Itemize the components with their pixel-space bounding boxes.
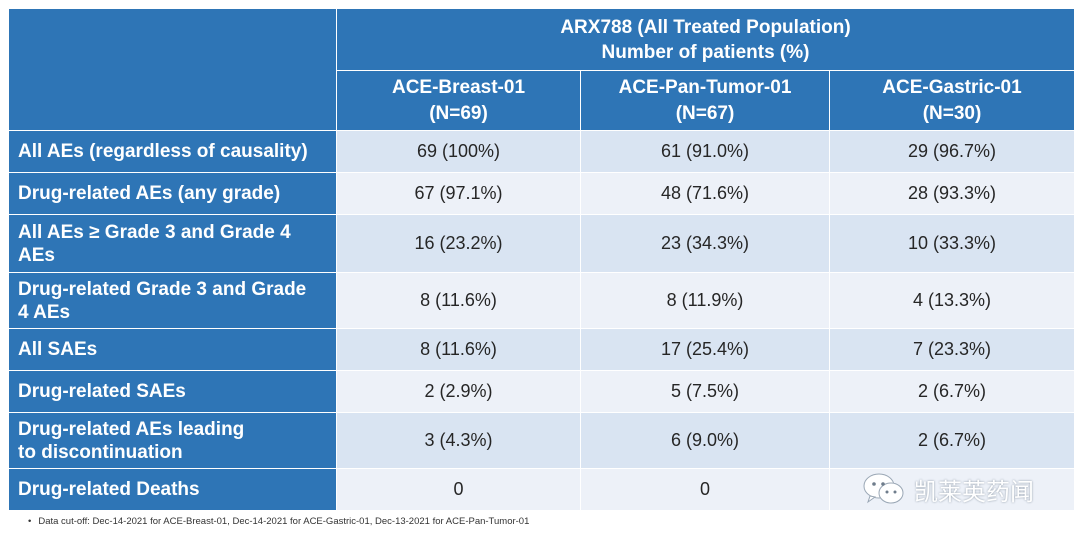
value-cell: 0 <box>336 468 581 511</box>
table-row: Drug-related Grade 3 and Grade 4 AEs 8 (… <box>8 272 1075 329</box>
row-label: All AEs (regardless of causality) <box>8 130 337 173</box>
column-header-breast: ACE-Breast-01 (N=69) <box>336 70 581 131</box>
row-label-line: Drug-related Deaths <box>18 479 200 500</box>
footnote: • Data cut-off: Dec-14-2021 for ACE-Breas… <box>28 516 529 527</box>
value-cell: 29 (96.7%) <box>829 130 1075 173</box>
watermark-text: 凯莱英药闻 <box>914 477 1034 506</box>
column-header-name: ACE-Gastric-01 <box>882 76 1022 98</box>
row-label: Drug-related AEs leading to discontinuat… <box>8 412 337 469</box>
value-cell: 7 (23.3%) <box>829 328 1075 371</box>
value-cell: 61 (91.0%) <box>580 130 830 173</box>
table-row: Drug-related AEs (any grade) 67 (97.1%) … <box>8 172 1075 215</box>
row-label-line: to discontinuation <box>18 441 183 463</box>
value-cell: 8 (11.6%) <box>336 328 581 371</box>
row-label-line: 4 AEs <box>18 301 71 323</box>
corner-cell <box>8 8 337 131</box>
value-cell: 69 (100%) <box>336 130 581 173</box>
row-label-line: Drug-related AEs (any grade) <box>18 183 281 204</box>
value-cell: 16 (23.2%) <box>336 214 581 273</box>
row-label: Drug-related Deaths <box>8 468 337 511</box>
row-label-line: All AEs (regardless of causality) <box>18 141 308 162</box>
value-cell: 48 (71.6%) <box>580 172 830 215</box>
group-header-subtitle: Number of patients (%) <box>601 41 810 63</box>
row-label: All SAEs <box>8 328 337 371</box>
value-cell: 28 (93.3%) <box>829 172 1075 215</box>
value-cell: 6 (9.0%) <box>580 412 830 469</box>
row-label-line: AEs <box>18 244 55 266</box>
column-header-n: (N=67) <box>675 102 735 124</box>
column-header-name: ACE-Pan-Tumor-01 <box>618 76 792 98</box>
column-header-row: ACE-Breast-01 (N=69) ACE-Pan-Tumor-01 (N… <box>9 70 1075 131</box>
column-header-name: ACE-Breast-01 <box>391 76 526 98</box>
table-row: All AEs (regardless of causality) 69 (10… <box>8 130 1075 173</box>
value-cell: 67 (97.1%) <box>336 172 581 215</box>
watermark: 凯莱英药闻 <box>862 470 1034 508</box>
row-label-line: Drug-related Grade 3 and Grade <box>18 278 307 300</box>
value-cell: 0 <box>580 468 830 511</box>
group-header-row: ARX788 (All Treated Population) Number o… <box>8 8 1075 131</box>
column-header-gastric: ACE-Gastric-01 (N=30) <box>829 70 1075 131</box>
value-cell: 3 (4.3%) <box>336 412 581 469</box>
column-header-n: (N=30) <box>922 102 982 124</box>
group-header-cell: ARX788 (All Treated Population) Number o… <box>336 8 1075 71</box>
value-cell: 5 (7.5%) <box>580 370 830 413</box>
value-cell: 23 (34.3%) <box>580 214 830 273</box>
value-cell: 2 (6.7%) <box>829 412 1075 469</box>
value-cell: 8 (11.6%) <box>336 272 581 329</box>
bullet-icon: • <box>28 516 32 527</box>
wechat-icon <box>863 473 904 504</box>
row-label-line: All SAEs <box>18 339 98 360</box>
table-row: Drug-related AEs leading to discontinuat… <box>8 412 1075 469</box>
column-header-n: (N=69) <box>429 102 488 124</box>
table-row: All AEs ≥ Grade 3 and Grade 4 AEs 16 (23… <box>8 214 1075 273</box>
value-cell: 10 (33.3%) <box>829 214 1075 273</box>
row-label: All AEs ≥ Grade 3 and Grade 4 AEs <box>8 214 337 273</box>
column-header-pan-tumor: ACE-Pan-Tumor-01 (N=67) <box>580 70 830 131</box>
group-header-title: ARX788 (All Treated Population) <box>560 16 851 38</box>
ae-summary-table: ARX788 (All Treated Population) Number o… <box>8 8 1075 511</box>
footnote-text: Data cut-off: Dec-14-2021 for ACE-Breast… <box>38 516 530 527</box>
row-label-line: Drug-related AEs leading <box>18 418 245 440</box>
row-label: Drug-related AEs (any grade) <box>8 172 337 215</box>
value-cell: 8 (11.9%) <box>580 272 830 329</box>
row-label-line: Drug-related SAEs <box>18 381 186 402</box>
row-label: Drug-related SAEs <box>8 370 337 413</box>
table-row: All SAEs 8 (11.6%) 17 (25.4%) 7 (23.3%) <box>8 328 1075 371</box>
row-label: Drug-related Grade 3 and Grade 4 AEs <box>8 272 337 329</box>
row-label-line: All AEs ≥ Grade 3 and Grade 4 <box>18 221 291 243</box>
value-cell: 4 (13.3%) <box>829 272 1075 329</box>
value-cell: 2 (2.9%) <box>336 370 581 413</box>
value-cell: 17 (25.4%) <box>580 328 830 371</box>
table-row: Drug-related SAEs 2 (2.9%) 5 (7.5%) 2 (6… <box>8 370 1075 413</box>
value-cell: 2 (6.7%) <box>829 370 1075 413</box>
